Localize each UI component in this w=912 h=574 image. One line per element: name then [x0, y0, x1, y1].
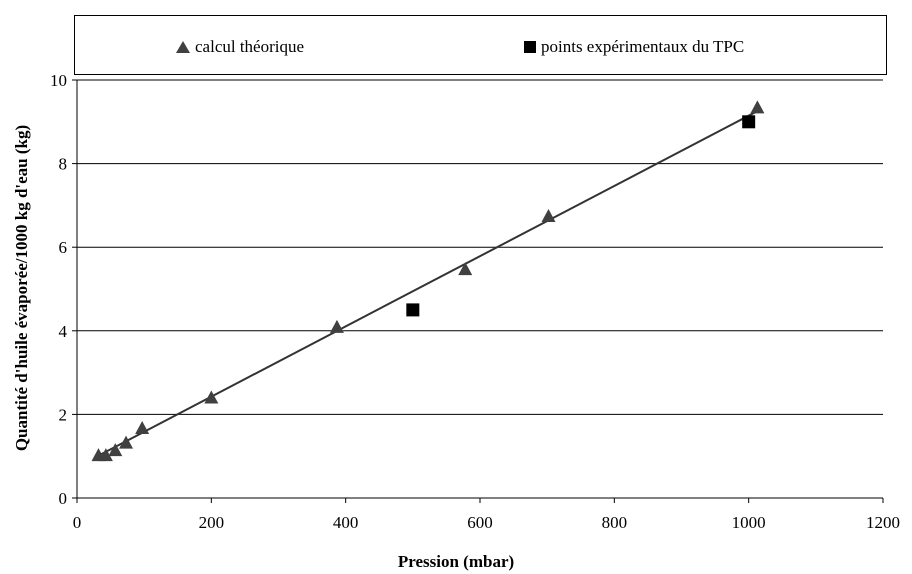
- y-tick-label-8: 8: [59, 155, 68, 174]
- y-tick-label-2: 2: [59, 405, 68, 424]
- legend: calcul théorique points expérimentaux du…: [74, 15, 887, 75]
- y-tick-label-0: 0: [59, 489, 68, 508]
- tick-labels: 0 2 4 6 8 10 0 200 400 600 800 1000 1200: [50, 71, 900, 532]
- y-tick-label-6: 6: [59, 238, 68, 257]
- point-series-1-6: [204, 390, 219, 404]
- x-axis-title: Pression (mbar): [397, 552, 515, 571]
- gridlines: [77, 79, 883, 415]
- x-tick-label-1000: 1000: [732, 513, 766, 532]
- x-tick-label-200: 200: [199, 513, 225, 532]
- data-points: [91, 100, 765, 462]
- point-series-1-7: [329, 319, 344, 333]
- point-series-1-8: [458, 262, 473, 276]
- square-marker-icon: [524, 41, 536, 54]
- legend-label-series-2: points expérimentaux du TPC: [541, 37, 745, 57]
- legend-item-series-1: calcul théorique: [175, 36, 304, 57]
- trendline: [95, 111, 756, 458]
- point-series-1-2: [98, 448, 113, 462]
- point-series-1-5: [135, 420, 150, 434]
- point-series-1-3: [108, 443, 123, 457]
- legend-label-series-1: calcul théorique: [195, 37, 305, 57]
- x-tick-label-1200: 1200: [866, 513, 900, 532]
- legend-item-series-2: points expérimentaux du TPC: [523, 36, 744, 57]
- x-tick-label-400: 400: [333, 513, 359, 532]
- point-series-1-10: [750, 100, 765, 114]
- x-tick-label-800: 800: [602, 513, 628, 532]
- trendline-group: [95, 111, 756, 458]
- triangle-marker-icon: [176, 41, 190, 54]
- point-series-2-1: [406, 303, 420, 317]
- point-series-1-4: [119, 435, 134, 449]
- point-series-2-2: [742, 115, 756, 129]
- x-tick-label-600: 600: [467, 513, 493, 532]
- axes: [72, 79, 884, 503]
- y-tick-label-4: 4: [59, 322, 68, 341]
- y-axis-title: Quantité d'huile évaporée/1000 kg d'eau …: [12, 124, 31, 452]
- y-tick-label-10: 10: [50, 71, 67, 90]
- point-series-1-9: [541, 209, 556, 223]
- x-tick-label-0: 0: [73, 513, 82, 532]
